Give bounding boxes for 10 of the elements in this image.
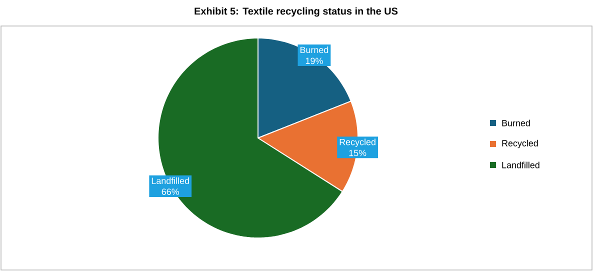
data-label: 15%	[349, 150, 366, 156]
legend-label: Recycled	[502, 140, 538, 148]
slice-label: Burned	[300, 46, 328, 54]
data-label: 66%	[162, 188, 180, 195]
data-label: 19%	[306, 58, 323, 64]
legend-label: Landfilled	[502, 162, 540, 168]
slice-label: Landfilled	[152, 177, 189, 184]
slice-label: Recycled	[340, 138, 376, 147]
chart-title: Exhibit 5: Textile recycling status in the US	[194, 7, 398, 17]
legend-label: Burned	[502, 120, 530, 126]
